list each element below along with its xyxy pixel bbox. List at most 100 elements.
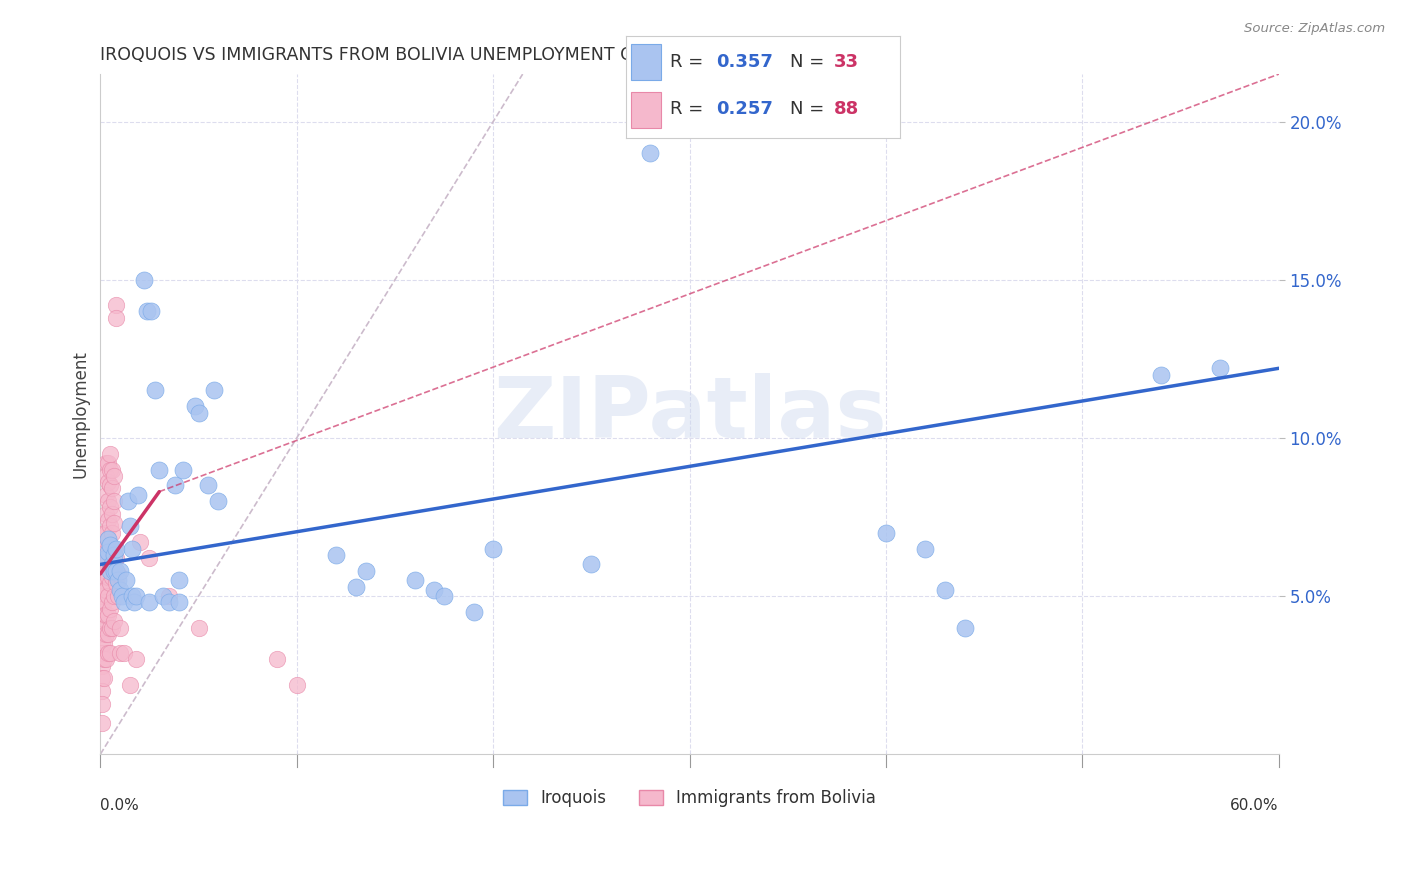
Point	[108, 621, 131, 635]
Point	[128, 535, 150, 549]
Point	[97, 532, 120, 546]
Point	[96, 551, 118, 566]
Point	[98, 564, 121, 578]
Point	[285, 678, 308, 692]
Point	[91, 684, 114, 698]
Point	[97, 627, 120, 641]
Point	[97, 646, 120, 660]
Text: R =: R =	[669, 100, 709, 118]
Point	[138, 595, 160, 609]
Point	[98, 576, 121, 591]
Point	[91, 697, 114, 711]
Point	[108, 646, 131, 660]
Text: 88: 88	[834, 100, 859, 118]
Point	[105, 298, 128, 312]
Point	[111, 589, 134, 603]
Point	[93, 582, 115, 597]
Point	[91, 589, 114, 603]
Point	[136, 304, 159, 318]
Point	[581, 558, 603, 572]
Point	[105, 576, 128, 591]
Point	[97, 456, 120, 470]
Point	[96, 627, 118, 641]
Point	[91, 580, 114, 594]
Point	[152, 589, 174, 603]
Point	[125, 589, 148, 603]
Point	[101, 525, 124, 540]
Point	[914, 541, 936, 556]
Point	[93, 636, 115, 650]
Point	[121, 541, 143, 556]
Point	[97, 570, 120, 584]
Point	[167, 573, 190, 587]
Point	[167, 595, 190, 609]
Point	[101, 551, 124, 566]
Point	[91, 566, 114, 581]
Point	[98, 646, 121, 660]
Point	[101, 558, 124, 572]
Point	[96, 564, 118, 578]
Point	[433, 589, 456, 603]
Point	[148, 462, 170, 476]
Text: 0.0%: 0.0%	[100, 798, 139, 814]
Point	[96, 582, 118, 597]
Point	[101, 482, 124, 496]
Point	[96, 507, 118, 521]
Point	[91, 671, 114, 685]
Point	[127, 488, 149, 502]
Point	[101, 462, 124, 476]
Point	[91, 541, 114, 556]
Point	[93, 607, 115, 622]
Point	[101, 621, 124, 635]
Point	[344, 580, 367, 594]
Point	[105, 541, 128, 556]
Point	[98, 447, 121, 461]
Point	[640, 146, 662, 161]
Point	[103, 494, 125, 508]
Point	[101, 507, 124, 521]
Point	[108, 564, 131, 578]
Text: 33: 33	[834, 53, 859, 70]
Point	[183, 399, 205, 413]
Point	[98, 621, 121, 635]
Point	[143, 384, 166, 398]
Point	[482, 541, 505, 556]
Point	[112, 646, 135, 660]
Point	[91, 615, 114, 629]
Y-axis label: Unemployment: Unemployment	[72, 351, 89, 478]
Point	[107, 573, 129, 587]
Point	[93, 621, 115, 635]
Point	[112, 595, 135, 609]
Point	[98, 478, 121, 492]
Point	[93, 541, 115, 556]
Point	[101, 570, 124, 584]
Point	[1209, 361, 1232, 376]
Point	[93, 570, 115, 584]
Text: 60.0%: 60.0%	[1230, 798, 1279, 814]
Point	[138, 551, 160, 566]
Point	[97, 545, 120, 559]
Point	[91, 627, 114, 641]
Point	[875, 525, 897, 540]
Point	[141, 304, 163, 318]
Point	[108, 582, 131, 597]
Point	[354, 564, 377, 578]
Point	[91, 658, 114, 673]
Point	[404, 573, 426, 587]
Point	[202, 384, 225, 398]
Point	[266, 652, 288, 666]
Point	[107, 589, 129, 603]
Point	[97, 494, 120, 508]
Point	[93, 525, 115, 540]
Text: N =: N =	[790, 53, 830, 70]
Point	[96, 468, 118, 483]
Point	[107, 566, 129, 581]
Point	[93, 558, 115, 572]
Point	[96, 652, 118, 666]
Point	[115, 573, 138, 587]
Point	[93, 671, 115, 685]
Point	[98, 500, 121, 515]
Point	[953, 621, 976, 635]
Point	[105, 310, 128, 325]
Point	[105, 564, 128, 578]
